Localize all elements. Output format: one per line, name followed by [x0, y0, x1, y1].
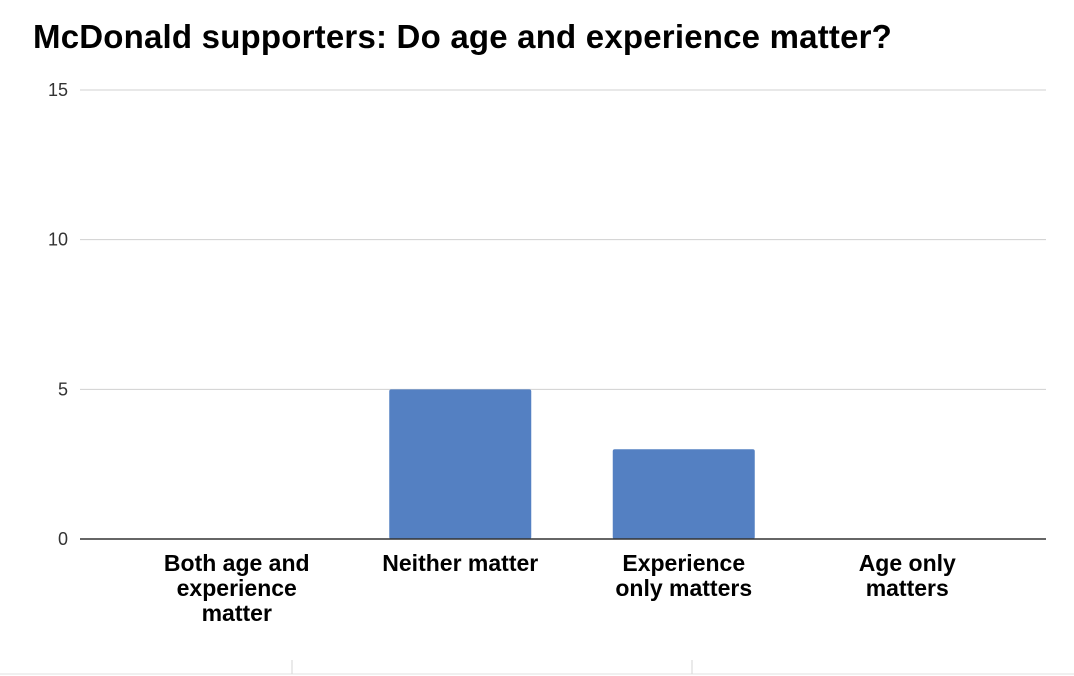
category-label-line: Neither matter — [382, 550, 538, 576]
y-axis-ticks: 0 5 10 15 — [48, 80, 68, 549]
category-label-line: Both age and — [164, 550, 310, 576]
chart-title: McDonald supporters: Do age and experien… — [33, 18, 893, 55]
y-tick-label: 10 — [48, 230, 68, 250]
category-label-line: matters — [866, 575, 949, 601]
category-label-line: only matters — [615, 575, 752, 601]
category-label-1: Neither matter — [382, 550, 538, 576]
y-tick-label: 5 — [58, 379, 68, 399]
category-label-line: matter — [202, 600, 272, 626]
y-tick-label: 0 — [58, 529, 68, 549]
bars — [389, 389, 755, 539]
category-label-line: experience — [177, 575, 297, 601]
footer-divider — [0, 660, 1074, 675]
y-tick-label: 15 — [48, 80, 68, 100]
gridlines — [80, 89, 1046, 390]
bar-2 — [612, 449, 755, 539]
category-label-line: Experience — [622, 550, 745, 576]
bar-1 — [389, 389, 532, 539]
category-label-line: Age only — [859, 550, 956, 576]
